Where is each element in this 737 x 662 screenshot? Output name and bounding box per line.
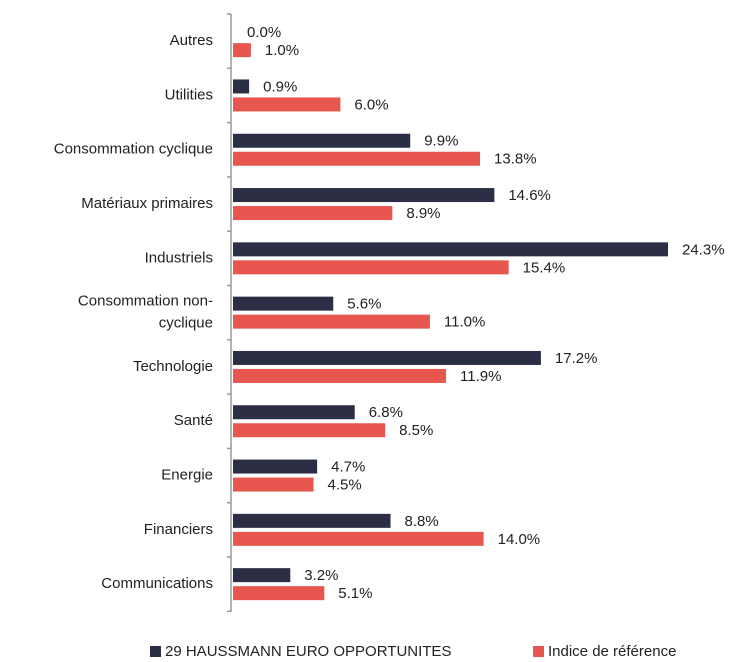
bar <box>233 296 334 311</box>
bar <box>233 368 447 383</box>
value-label: 11.0% <box>444 314 485 331</box>
value-label: 6.8% <box>369 404 403 421</box>
legend-label: Indice de référence <box>548 643 676 660</box>
category-label: Communications <box>101 575 213 592</box>
bar <box>233 43 251 58</box>
bar <box>233 97 341 112</box>
bar <box>233 350 541 365</box>
bar <box>233 79 250 94</box>
bar <box>233 260 509 275</box>
category-label: Utilities <box>165 86 213 103</box>
category-label: Industriels <box>145 249 213 266</box>
category-label: Consommation cyclique <box>54 141 213 158</box>
legend-swatch <box>533 646 544 657</box>
value-label: 8.5% <box>399 422 433 439</box>
category-label: Technologie <box>133 358 213 375</box>
bar <box>233 405 355 420</box>
bar <box>233 133 411 148</box>
legend-label: 29 HAUSSMANN EURO OPPORTUNITES <box>165 643 451 660</box>
bar <box>233 477 314 492</box>
value-label: 11.9% <box>460 368 501 385</box>
bar <box>233 423 386 438</box>
bar <box>233 188 495 203</box>
value-label: 3.2% <box>304 567 338 584</box>
bar <box>233 568 291 583</box>
value-label: 9.9% <box>424 133 458 150</box>
bar <box>233 586 325 601</box>
value-label: 17.2% <box>555 350 598 367</box>
value-label: 8.8% <box>405 513 439 530</box>
value-label: 0.0% <box>247 24 281 41</box>
value-label: 5.6% <box>347 296 381 313</box>
value-label: 14.0% <box>498 531 541 548</box>
value-label: 14.6% <box>508 187 551 204</box>
category-label: Santé <box>174 412 213 429</box>
bar <box>233 314 430 329</box>
value-label: 0.9% <box>263 78 297 95</box>
value-label: 5.1% <box>338 585 372 602</box>
bar <box>233 513 391 528</box>
category-label: Matériaux primaires <box>81 195 213 212</box>
value-label: 13.8% <box>494 151 537 168</box>
bar <box>233 151 481 166</box>
legend-swatch <box>150 646 161 657</box>
category-label: Energie <box>161 467 213 484</box>
bar <box>233 459 318 474</box>
value-label: 8.9% <box>406 205 440 222</box>
value-label: 24.3% <box>682 241 725 258</box>
bar <box>233 206 393 221</box>
category-label: Financiers <box>144 521 213 538</box>
category-label: Consommation non-cyclique <box>78 293 213 332</box>
value-label: 4.5% <box>328 477 362 494</box>
value-label: 1.0% <box>265 42 299 59</box>
value-label: 15.4% <box>523 259 566 276</box>
category-label: Autres <box>170 32 213 49</box>
bar <box>233 242 668 257</box>
value-label: 4.7% <box>331 459 365 476</box>
value-label: 6.0% <box>354 96 388 113</box>
bar <box>233 531 484 546</box>
